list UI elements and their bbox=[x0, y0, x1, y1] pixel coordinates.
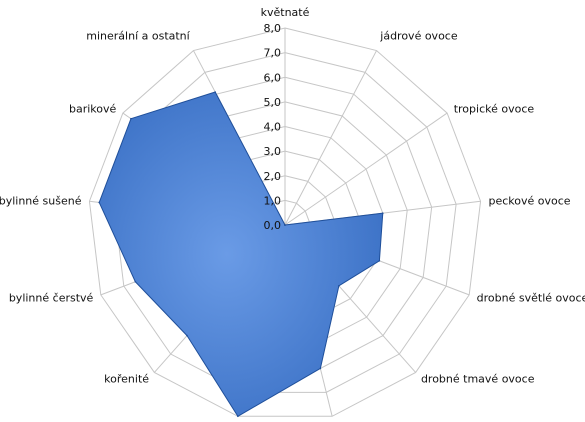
radar-series-area bbox=[98, 91, 384, 417]
radar-spoke bbox=[284, 112, 448, 226]
category-label: minerální a ostatní bbox=[86, 29, 190, 42]
category-label: bylinné čerstvé bbox=[9, 292, 94, 305]
radial-tick-label: 4,0 bbox=[264, 121, 282, 134]
radar-data-point bbox=[381, 212, 384, 214]
radar-spoke bbox=[284, 50, 377, 226]
radar-data-point bbox=[319, 367, 322, 370]
radial-tick-label: 5,0 bbox=[264, 96, 282, 109]
radar-data-point bbox=[378, 260, 381, 262]
category-label: kořenité bbox=[104, 372, 149, 385]
radar-category-labels: květnaté jádrové ovoce tropické ovoce pecko… bbox=[0, 6, 585, 385]
radial-tick-label: 2,0 bbox=[264, 170, 282, 183]
category-label: květnaté bbox=[261, 6, 310, 19]
radial-tick-label: 3,0 bbox=[264, 145, 282, 158]
radial-tick-label: 6,0 bbox=[264, 71, 282, 84]
category-label: jádrové ovoce bbox=[379, 29, 458, 42]
radar-data-point bbox=[98, 201, 101, 204]
category-label: peckové ovoce bbox=[489, 194, 571, 207]
radar-grid-ring bbox=[88, 27, 482, 417]
radial-tick-label: 8,0 bbox=[264, 22, 282, 35]
category-label: barikové bbox=[69, 103, 117, 116]
radar-data-point bbox=[237, 415, 239, 418]
category-label: bylinné sušené bbox=[0, 194, 82, 207]
radar-data-point bbox=[186, 334, 188, 337]
radar-data-point bbox=[284, 224, 286, 226]
category-label: drobné světlé ovoce bbox=[477, 292, 585, 305]
radar-tick-labels: 0,0 1,0 2,0 3,0 4,0 5,0 6,0 7,0 8,0 bbox=[264, 22, 282, 232]
radar-data-point bbox=[134, 280, 137, 283]
radar-data-point bbox=[214, 91, 216, 93]
radar-data-point bbox=[338, 285, 340, 287]
radial-tick-label: 0,0 bbox=[264, 219, 282, 232]
category-label: tropické ovoce bbox=[454, 103, 535, 116]
radial-tick-label: 7,0 bbox=[264, 47, 282, 60]
category-label: drobné tmavé ovoce bbox=[421, 372, 535, 385]
radial-tick-label: 1,0 bbox=[264, 194, 282, 207]
radar-series-layer bbox=[98, 91, 384, 418]
radar-data-point bbox=[130, 117, 132, 120]
